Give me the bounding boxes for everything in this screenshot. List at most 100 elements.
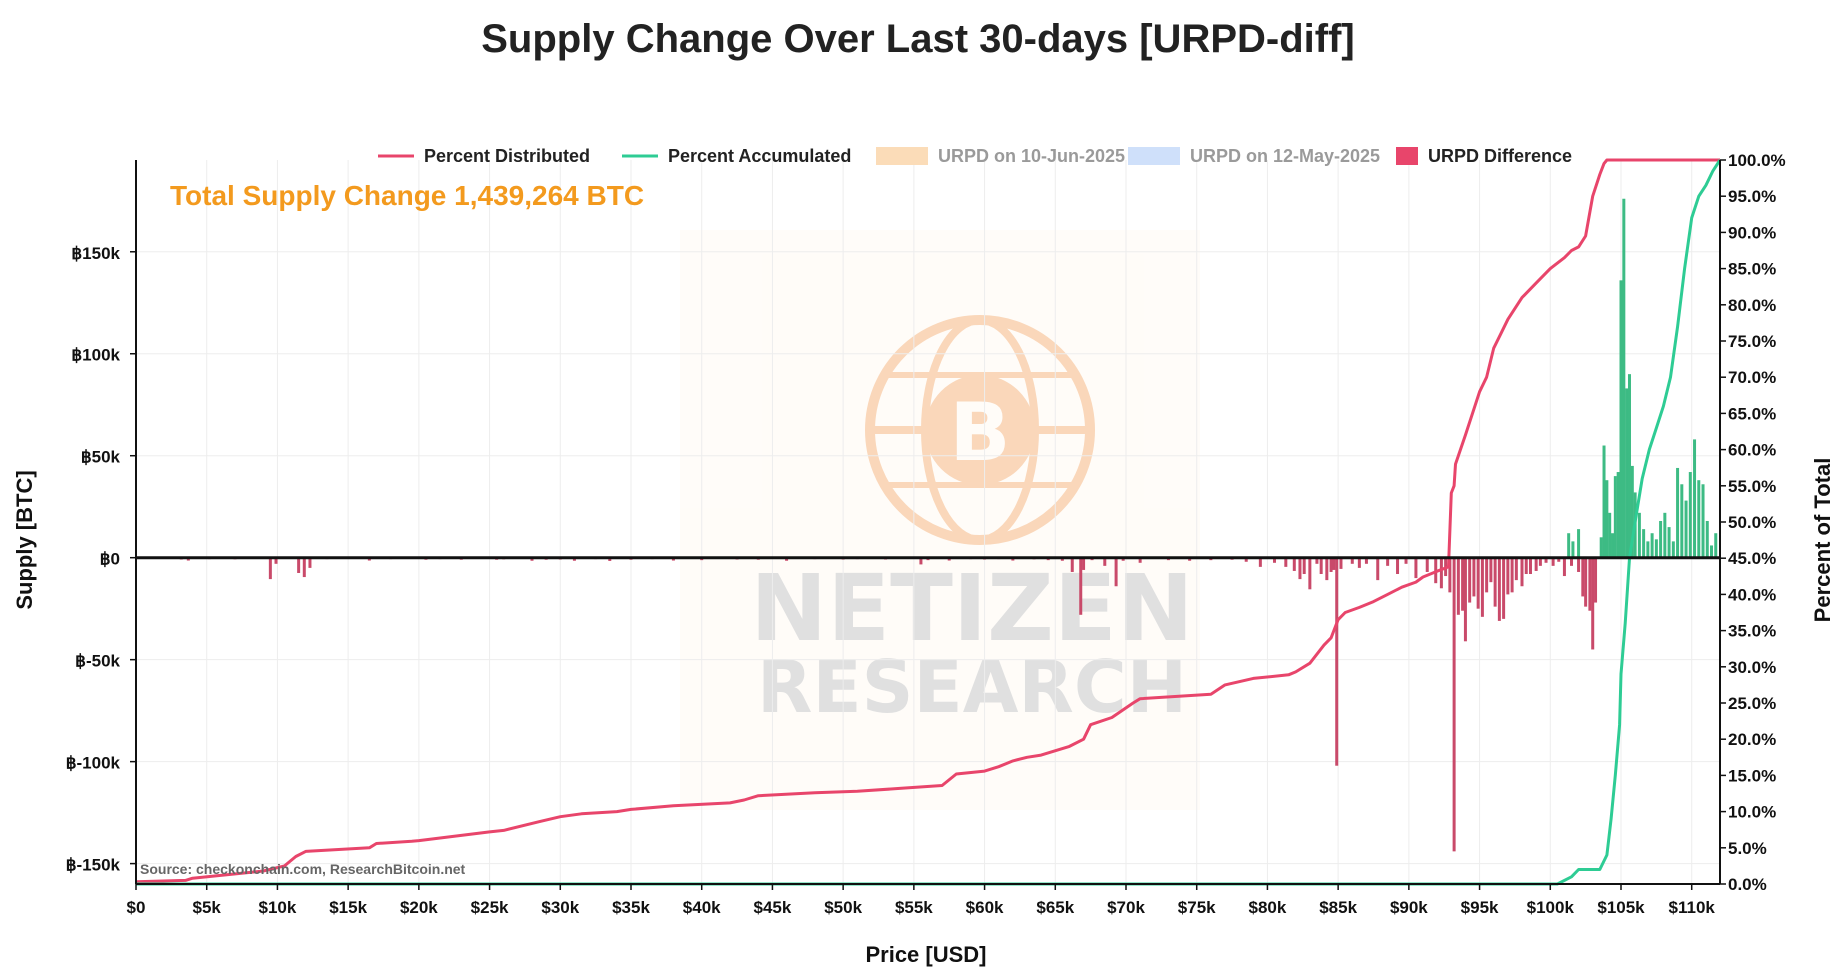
bar <box>1480 557 1484 617</box>
watermark-text-research: RESEARCH <box>757 645 1187 729</box>
x-tick-label: $65k <box>1036 898 1074 917</box>
bar <box>1082 557 1086 570</box>
bar <box>1273 557 1276 563</box>
legend-label: Percent Distributed <box>424 146 590 166</box>
bar <box>1070 557 1074 572</box>
y2-tick-label: 60.0% <box>1728 441 1776 460</box>
bar <box>1622 198 1626 558</box>
legend-swatch <box>1396 147 1418 165</box>
bar <box>608 557 612 561</box>
y2-tick-label: 35.0% <box>1728 622 1776 641</box>
bar <box>1602 445 1606 558</box>
bar <box>1611 533 1615 558</box>
bar <box>1439 557 1443 589</box>
bar <box>1654 539 1658 558</box>
bar <box>1121 557 1125 561</box>
bar <box>1570 557 1573 566</box>
legend-swatch <box>1128 147 1180 165</box>
y2-tick-label: 100.0% <box>1728 151 1786 170</box>
y2-tick-label: 90.0% <box>1728 223 1776 242</box>
bar <box>1319 557 1323 575</box>
bar <box>572 557 576 561</box>
bar <box>1188 557 1192 561</box>
bar <box>1619 280 1623 558</box>
percent-lines <box>135 158 1722 886</box>
bar <box>1524 557 1528 575</box>
bar <box>1463 557 1467 642</box>
watermark-text-netizen: NETIZEN <box>750 555 1193 662</box>
y2-tick-label: 70.0% <box>1728 368 1776 387</box>
bar <box>1414 557 1418 579</box>
y-tick-label: ฿-150k <box>66 856 121 875</box>
y-tick-label: ฿100k <box>71 346 120 365</box>
bar <box>1461 557 1465 611</box>
bar <box>1456 557 1460 615</box>
y2-tick-label: 50.0% <box>1728 513 1776 532</box>
bar <box>1472 557 1476 597</box>
bar <box>1386 557 1390 566</box>
bar <box>1688 472 1692 558</box>
bar <box>1591 557 1595 650</box>
y2-tick-label: 0.0% <box>1728 875 1767 894</box>
y2-tick-label: 15.0% <box>1728 766 1776 785</box>
bar <box>1493 557 1497 607</box>
bar <box>1396 557 1400 575</box>
bar <box>1594 557 1598 603</box>
x-tick-label: $100k <box>1527 898 1575 917</box>
bar <box>1705 520 1709 558</box>
bar <box>1599 537 1603 558</box>
y-tick-label: ฿150k <box>71 244 120 263</box>
bar <box>1684 500 1688 558</box>
bar <box>1557 557 1561 562</box>
bar <box>1302 557 1306 575</box>
bar <box>1680 484 1684 558</box>
source-note: Source: checkonchain.com, ResearchBitcoi… <box>140 861 466 877</box>
bar <box>1357 557 1361 568</box>
y2-tick-label: 10.0% <box>1728 803 1776 822</box>
x-tick-label: $35k <box>612 898 650 917</box>
bar <box>1534 557 1538 571</box>
legend-label: URPD on 10-Jun-2025 <box>938 146 1125 166</box>
x-tick-label: $110k <box>1669 898 1716 917</box>
y-tick-label: ฿-50k <box>75 652 120 671</box>
x-tick-label: $10k <box>259 898 297 917</box>
legend: Percent Distributed Percent Accumulated UR… <box>378 146 1572 166</box>
bar <box>1650 533 1654 558</box>
bar <box>1315 557 1319 564</box>
bar <box>308 557 312 568</box>
bar <box>1625 388 1629 558</box>
y2-tick-label: 80.0% <box>1728 296 1776 315</box>
y2-tick-label: 65.0% <box>1728 404 1776 423</box>
bar <box>1510 557 1514 593</box>
x-axis-label: Price [USD] <box>865 942 986 967</box>
percent-distributed-line <box>135 158 1720 884</box>
y2-tick-label: 25.0% <box>1728 694 1776 713</box>
bar <box>1520 557 1524 587</box>
bar <box>1448 557 1452 593</box>
bar <box>1284 557 1288 567</box>
bar <box>268 557 272 580</box>
watermark: B NETIZEN RESEARCH <box>680 230 1200 810</box>
urpd-difference-bars <box>155 198 1718 852</box>
y2-tick-label: 40.0% <box>1728 585 1776 604</box>
x-tick-label: $50k <box>824 898 862 917</box>
bar <box>1659 520 1663 558</box>
x-tick-label: $40k <box>683 898 721 917</box>
legend-label: URPD Difference <box>1428 146 1572 166</box>
bar <box>1476 557 1480 609</box>
bar <box>1103 557 1107 566</box>
y2-tick-label: 95.0% <box>1728 187 1776 206</box>
bar <box>530 557 534 561</box>
legend-label: URPD on 12-May-2025 <box>1190 146 1380 166</box>
bar <box>1676 467 1680 558</box>
bar <box>1364 557 1368 564</box>
x-tick-label: $105k <box>1597 898 1645 917</box>
bar <box>1292 557 1296 571</box>
bar <box>919 557 923 565</box>
y2-tick-label: 45.0% <box>1728 549 1776 568</box>
bitcoin-globe-logo: B <box>865 315 1095 545</box>
y-tick-label: ฿-100k <box>66 754 121 773</box>
x-tick-label: $20k <box>400 898 438 917</box>
x-tick-label: $25k <box>471 898 509 917</box>
y2-tick-label: 30.0% <box>1728 658 1776 677</box>
